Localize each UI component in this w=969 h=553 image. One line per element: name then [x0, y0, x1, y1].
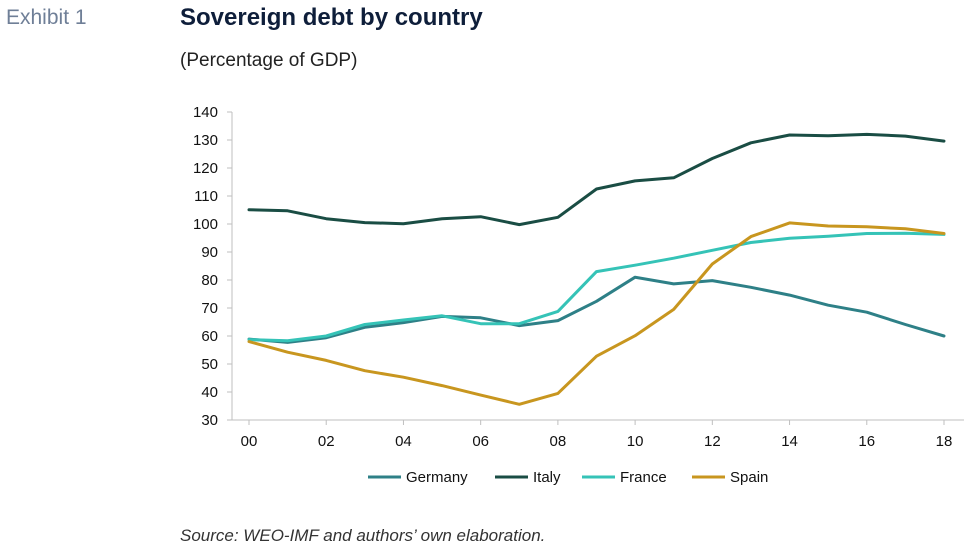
legend-label-france: France: [620, 469, 667, 486]
series-line-italy: [247, 132, 946, 227]
source-note: Source: WEO-IMF and authors’ own elabora…: [180, 526, 546, 545]
legend-label-italy: Italy: [533, 469, 561, 486]
y-tick-label: 60: [201, 328, 218, 345]
y-tick-label: 90: [201, 244, 218, 261]
x-tick-label: 12: [704, 433, 721, 450]
x-tick-label: 16: [858, 433, 875, 450]
series-line-france: [247, 231, 946, 343]
y-tick-label: 30: [201, 412, 218, 429]
line-chart: 30 40 50 60 70 80 90 100 110 120 130 140 00 02 04 06 08 1…: [193, 104, 964, 486]
y-tick-label: 140: [193, 104, 218, 121]
y-tick-label: 110: [194, 188, 218, 205]
x-tick-label: 18: [936, 433, 953, 450]
chart-axes: 30 40 50 60 70 80 90 100 110 120 130 140 00 02 04 06 08 1…: [193, 104, 964, 450]
x-tick-label: 08: [550, 433, 567, 450]
y-tick-label: 40: [201, 384, 218, 401]
chart-title: Sovereign debt by country: [180, 4, 483, 31]
x-tick-label: 00: [241, 433, 258, 450]
y-tick-label: 120: [193, 160, 218, 177]
x-tick-label: 14: [781, 433, 798, 450]
series-line-germany: [247, 275, 946, 344]
exhibit-label: Exhibit 1: [6, 6, 87, 29]
x-tick-label: 06: [472, 433, 489, 450]
legend-label-germany: Germany: [406, 469, 468, 486]
y-tick-label: 50: [201, 356, 218, 373]
legend-label-spain: Spain: [730, 469, 768, 486]
y-tick-label: 70: [201, 300, 218, 317]
chart-series: [247, 132, 946, 406]
x-tick-label: 02: [318, 433, 335, 450]
x-tick-label: 10: [627, 433, 644, 450]
chart-legend: Germany Italy France Spain: [368, 469, 768, 486]
series-line-spain: [247, 221, 946, 406]
y-tick-label: 100: [193, 216, 218, 233]
y-tick-label: 80: [201, 272, 218, 289]
chart-subtitle: (Percentage of GDP): [180, 50, 358, 71]
x-tick-label: 04: [395, 433, 412, 450]
y-tick-label: 130: [193, 132, 218, 149]
